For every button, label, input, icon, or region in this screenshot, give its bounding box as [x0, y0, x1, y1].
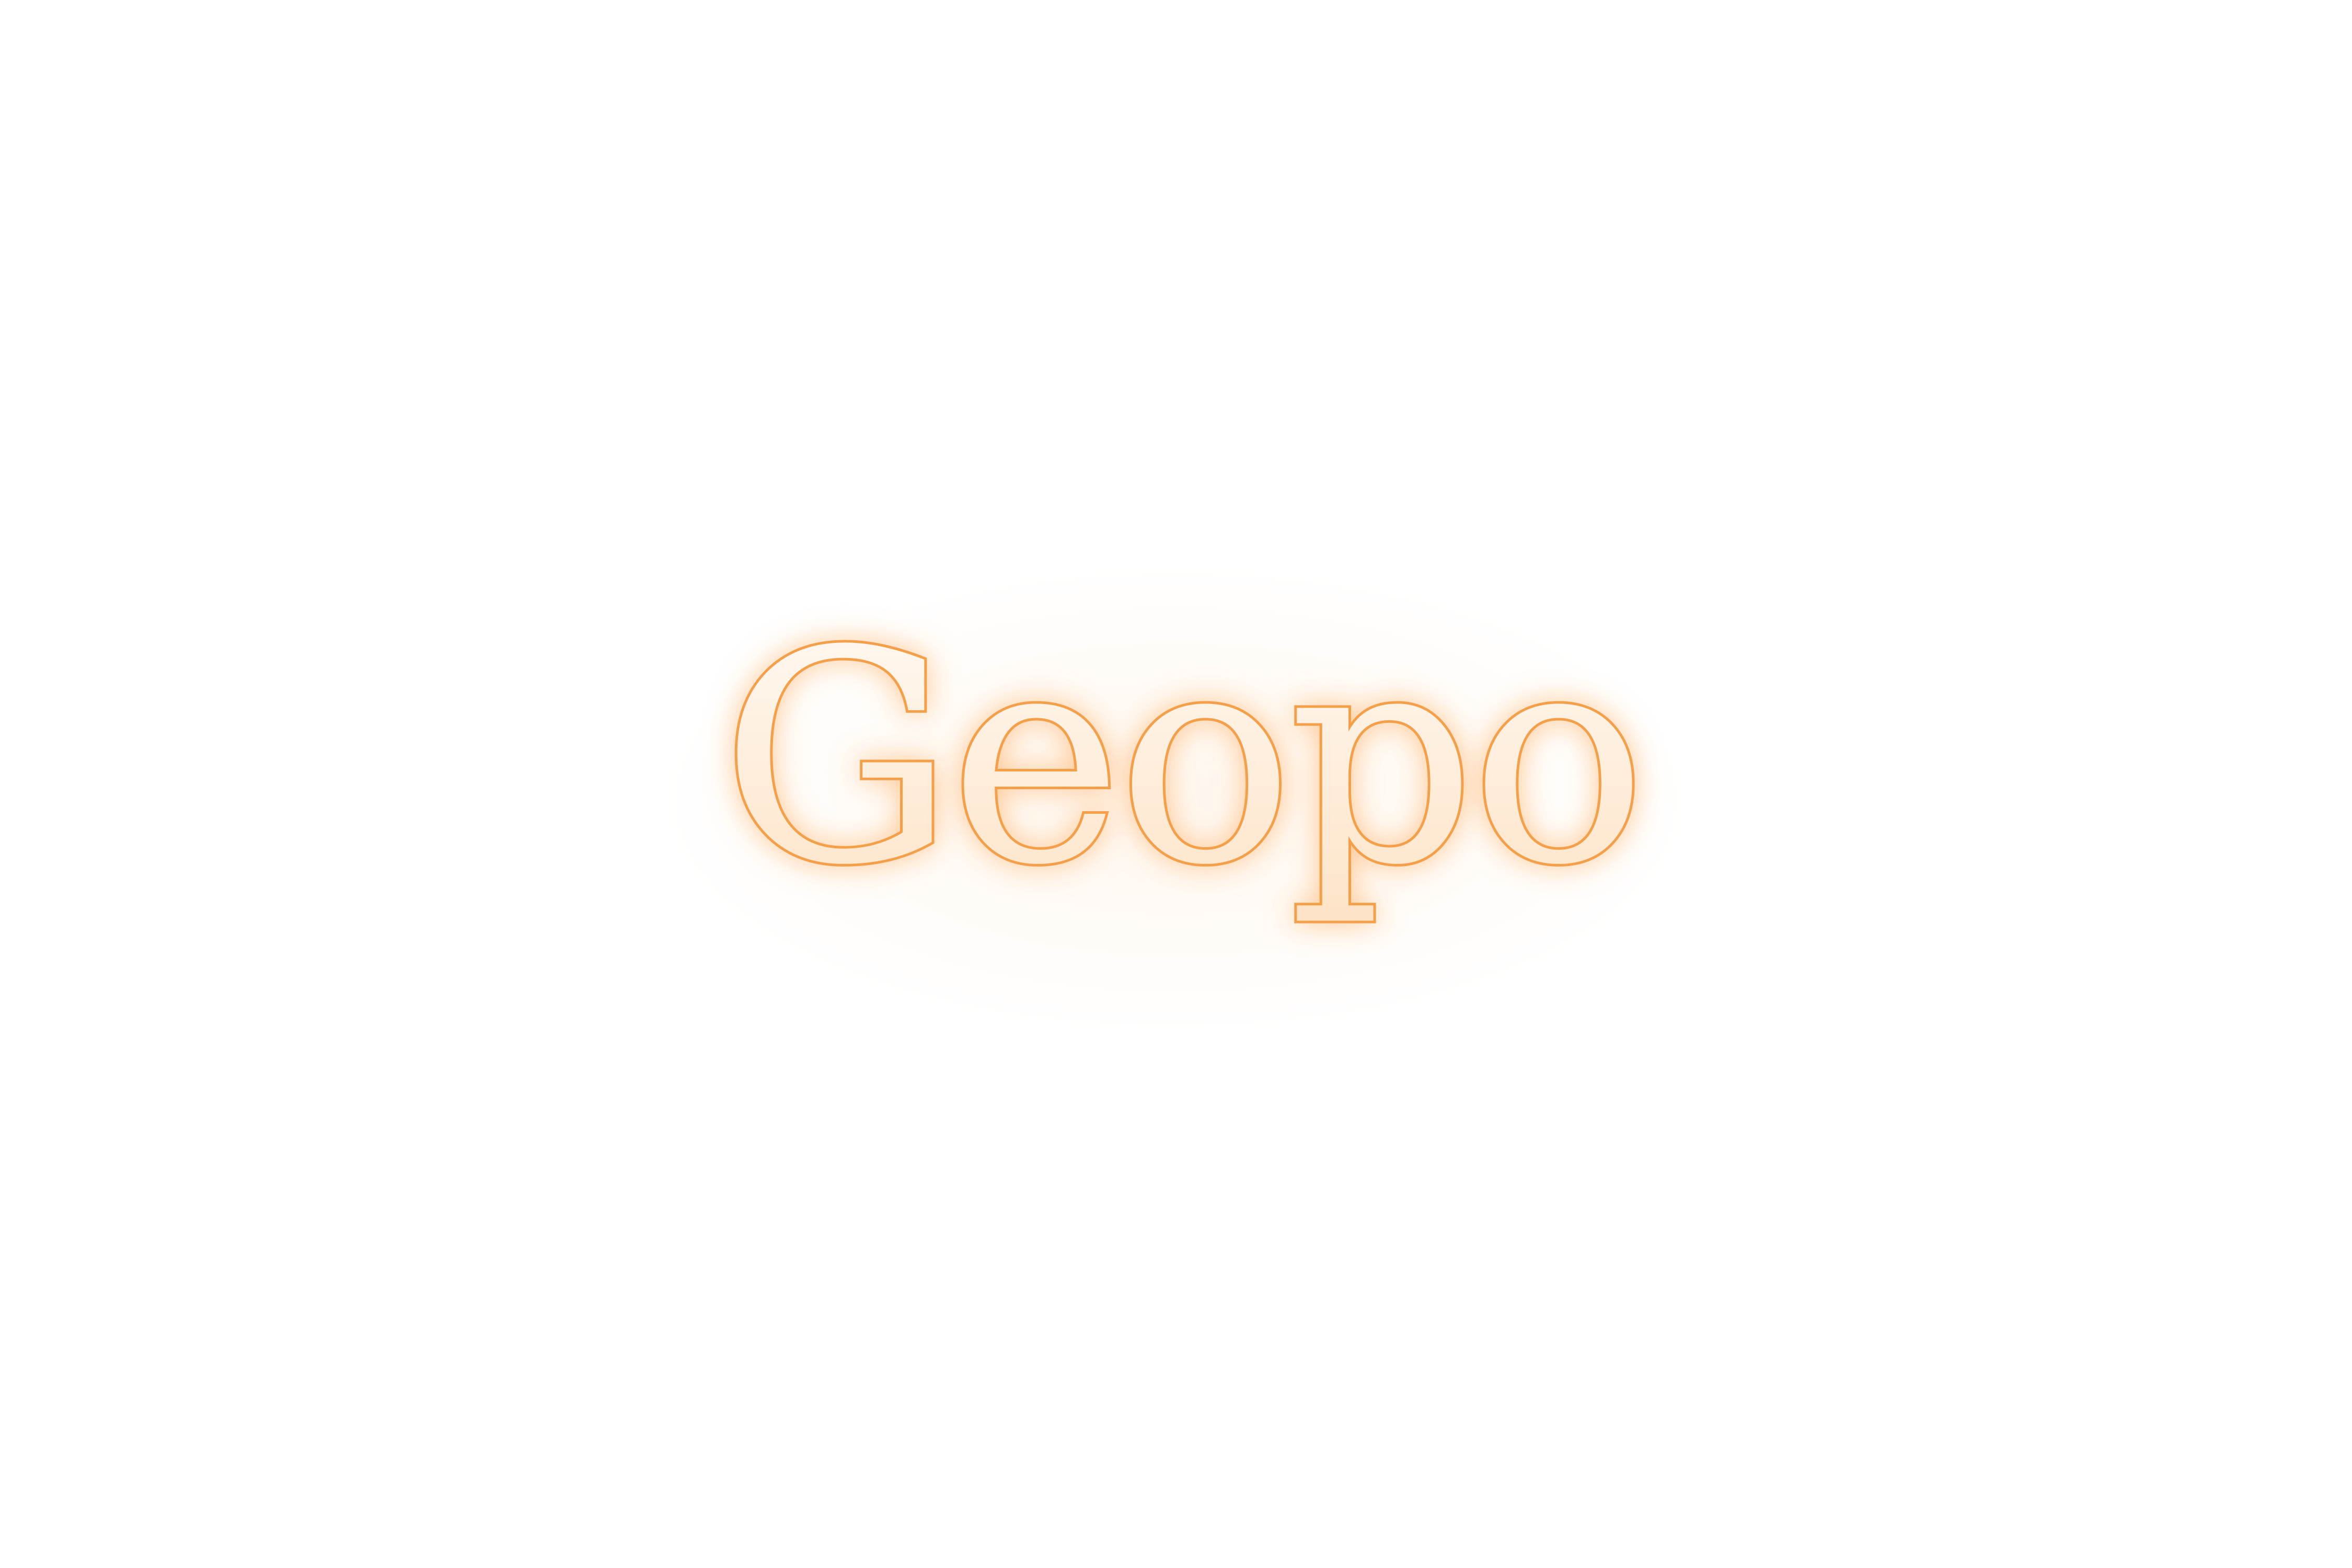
logo-glow — [653, 564, 1699, 1035]
logo-wordmark: Geopo — [721, 589, 1642, 929]
logo-wordmark-graphic: Geopo — [718, 586, 1650, 932]
logo: Geopo — [718, 586, 1650, 972]
